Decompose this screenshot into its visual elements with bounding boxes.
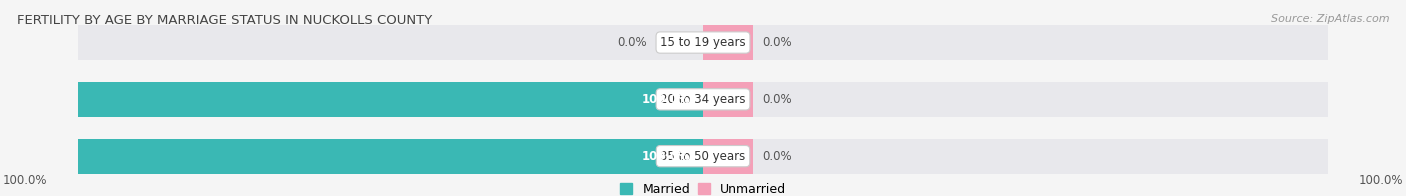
- Text: 15 to 19 years: 15 to 19 years: [661, 36, 745, 49]
- Text: 20 to 34 years: 20 to 34 years: [661, 93, 745, 106]
- Bar: [77, 139, 703, 174]
- Text: 100.0%: 100.0%: [641, 150, 690, 163]
- Bar: [703, 82, 754, 117]
- Bar: [77, 139, 703, 174]
- Text: FERTILITY BY AGE BY MARRIAGE STATUS IN NUCKOLLS COUNTY: FERTILITY BY AGE BY MARRIAGE STATUS IN N…: [17, 14, 432, 27]
- Bar: [703, 25, 754, 60]
- Bar: [703, 82, 1329, 117]
- Bar: [77, 82, 703, 117]
- Legend: Married, Unmarried: Married, Unmarried: [620, 183, 786, 196]
- Text: 0.0%: 0.0%: [762, 36, 792, 49]
- Text: 0.0%: 0.0%: [617, 36, 647, 49]
- Bar: [77, 82, 703, 117]
- Bar: [703, 139, 754, 174]
- Text: 0.0%: 0.0%: [762, 93, 792, 106]
- Text: 35 to 50 years: 35 to 50 years: [661, 150, 745, 163]
- Text: 0.0%: 0.0%: [762, 150, 792, 163]
- Text: 100.0%: 100.0%: [641, 93, 690, 106]
- Text: 100.0%: 100.0%: [1358, 174, 1403, 187]
- Bar: [703, 25, 1329, 60]
- Bar: [703, 139, 1329, 174]
- Text: 100.0%: 100.0%: [3, 174, 48, 187]
- Text: Source: ZipAtlas.com: Source: ZipAtlas.com: [1271, 14, 1389, 24]
- Bar: [77, 25, 703, 60]
